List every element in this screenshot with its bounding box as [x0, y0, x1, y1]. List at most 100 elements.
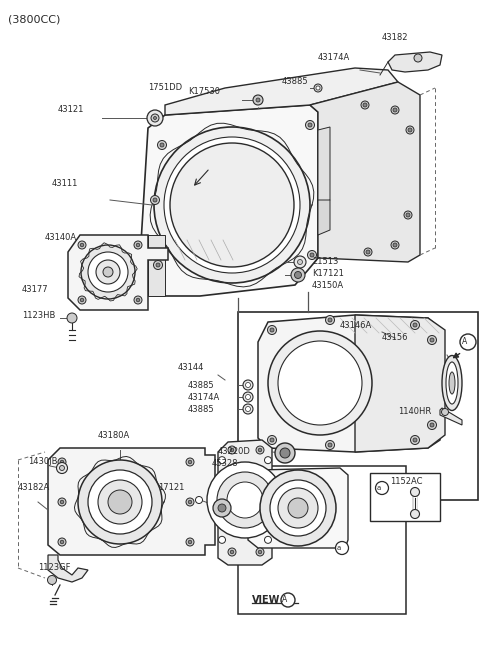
- Circle shape: [256, 548, 264, 556]
- Text: K17121: K17121: [312, 270, 344, 278]
- Circle shape: [245, 382, 251, 388]
- Circle shape: [160, 143, 164, 147]
- Text: A: A: [282, 595, 288, 605]
- Polygon shape: [48, 448, 215, 555]
- Text: 43140A: 43140A: [45, 234, 77, 243]
- Circle shape: [410, 488, 420, 497]
- Circle shape: [267, 436, 276, 445]
- Circle shape: [308, 123, 312, 127]
- Circle shape: [288, 497, 295, 503]
- Text: 43182A: 43182A: [18, 484, 50, 492]
- Circle shape: [294, 256, 306, 268]
- Circle shape: [298, 259, 302, 265]
- Circle shape: [218, 457, 226, 464]
- Circle shape: [404, 211, 412, 219]
- Circle shape: [413, 438, 417, 442]
- Circle shape: [413, 323, 417, 327]
- Text: 43220D: 43220D: [218, 447, 251, 457]
- Text: 43111: 43111: [52, 178, 78, 188]
- Circle shape: [156, 263, 160, 267]
- Text: 1430JB: 1430JB: [28, 457, 58, 467]
- Text: 43885: 43885: [188, 380, 215, 390]
- Circle shape: [410, 320, 420, 330]
- Circle shape: [281, 593, 295, 607]
- Circle shape: [260, 470, 336, 546]
- Circle shape: [134, 296, 142, 304]
- Circle shape: [253, 95, 263, 105]
- Circle shape: [78, 460, 162, 544]
- Text: 1123GF: 1123GF: [38, 563, 71, 572]
- Circle shape: [361, 101, 369, 109]
- Text: K17530: K17530: [188, 88, 220, 97]
- Circle shape: [363, 103, 367, 107]
- Circle shape: [228, 548, 236, 556]
- Circle shape: [57, 463, 68, 474]
- Circle shape: [414, 54, 422, 62]
- Circle shape: [393, 108, 397, 112]
- Text: 43885: 43885: [282, 78, 309, 86]
- Circle shape: [243, 404, 253, 414]
- Circle shape: [108, 490, 132, 514]
- Circle shape: [134, 241, 142, 249]
- Circle shape: [410, 509, 420, 519]
- Circle shape: [58, 538, 66, 546]
- Circle shape: [410, 436, 420, 445]
- Circle shape: [78, 296, 86, 304]
- Text: 1751DD: 1751DD: [148, 84, 182, 93]
- Text: 43182: 43182: [382, 34, 408, 43]
- Circle shape: [136, 243, 140, 247]
- Circle shape: [218, 504, 226, 512]
- Circle shape: [264, 457, 272, 464]
- Text: 43174A: 43174A: [318, 53, 350, 63]
- Circle shape: [258, 550, 262, 554]
- Circle shape: [153, 198, 157, 202]
- Circle shape: [230, 550, 234, 554]
- Circle shape: [406, 126, 414, 134]
- Circle shape: [151, 195, 159, 205]
- Circle shape: [58, 458, 66, 466]
- Text: 43144: 43144: [178, 363, 204, 372]
- Circle shape: [188, 540, 192, 544]
- Circle shape: [270, 438, 274, 442]
- Circle shape: [280, 448, 290, 458]
- Circle shape: [310, 253, 314, 257]
- Circle shape: [305, 120, 314, 130]
- Text: 43150A: 43150A: [312, 280, 344, 290]
- Text: 43121: 43121: [58, 105, 84, 114]
- Circle shape: [328, 318, 332, 322]
- Circle shape: [268, 331, 372, 435]
- Circle shape: [325, 315, 335, 324]
- Circle shape: [188, 500, 192, 504]
- Text: 45328: 45328: [212, 459, 239, 468]
- Circle shape: [245, 407, 251, 411]
- Circle shape: [408, 128, 412, 132]
- Text: VIEW: VIEW: [252, 595, 280, 605]
- Circle shape: [328, 443, 332, 447]
- Circle shape: [256, 446, 264, 454]
- Circle shape: [58, 498, 66, 506]
- Circle shape: [80, 298, 84, 302]
- Circle shape: [88, 470, 152, 534]
- Circle shape: [243, 392, 253, 402]
- Circle shape: [325, 440, 335, 449]
- Text: A: A: [462, 338, 468, 347]
- Circle shape: [264, 536, 272, 544]
- Circle shape: [430, 338, 434, 342]
- Circle shape: [151, 114, 159, 122]
- Circle shape: [278, 341, 362, 425]
- Circle shape: [154, 116, 156, 120]
- Polygon shape: [148, 235, 165, 296]
- Polygon shape: [318, 200, 330, 235]
- Circle shape: [48, 576, 57, 584]
- Circle shape: [245, 395, 251, 399]
- Circle shape: [67, 313, 77, 323]
- Circle shape: [316, 86, 320, 90]
- Circle shape: [157, 141, 167, 149]
- Circle shape: [136, 298, 140, 302]
- Circle shape: [314, 84, 322, 92]
- Ellipse shape: [446, 362, 458, 404]
- Circle shape: [154, 261, 163, 270]
- Circle shape: [60, 540, 64, 544]
- Polygon shape: [355, 315, 445, 452]
- Circle shape: [96, 260, 120, 284]
